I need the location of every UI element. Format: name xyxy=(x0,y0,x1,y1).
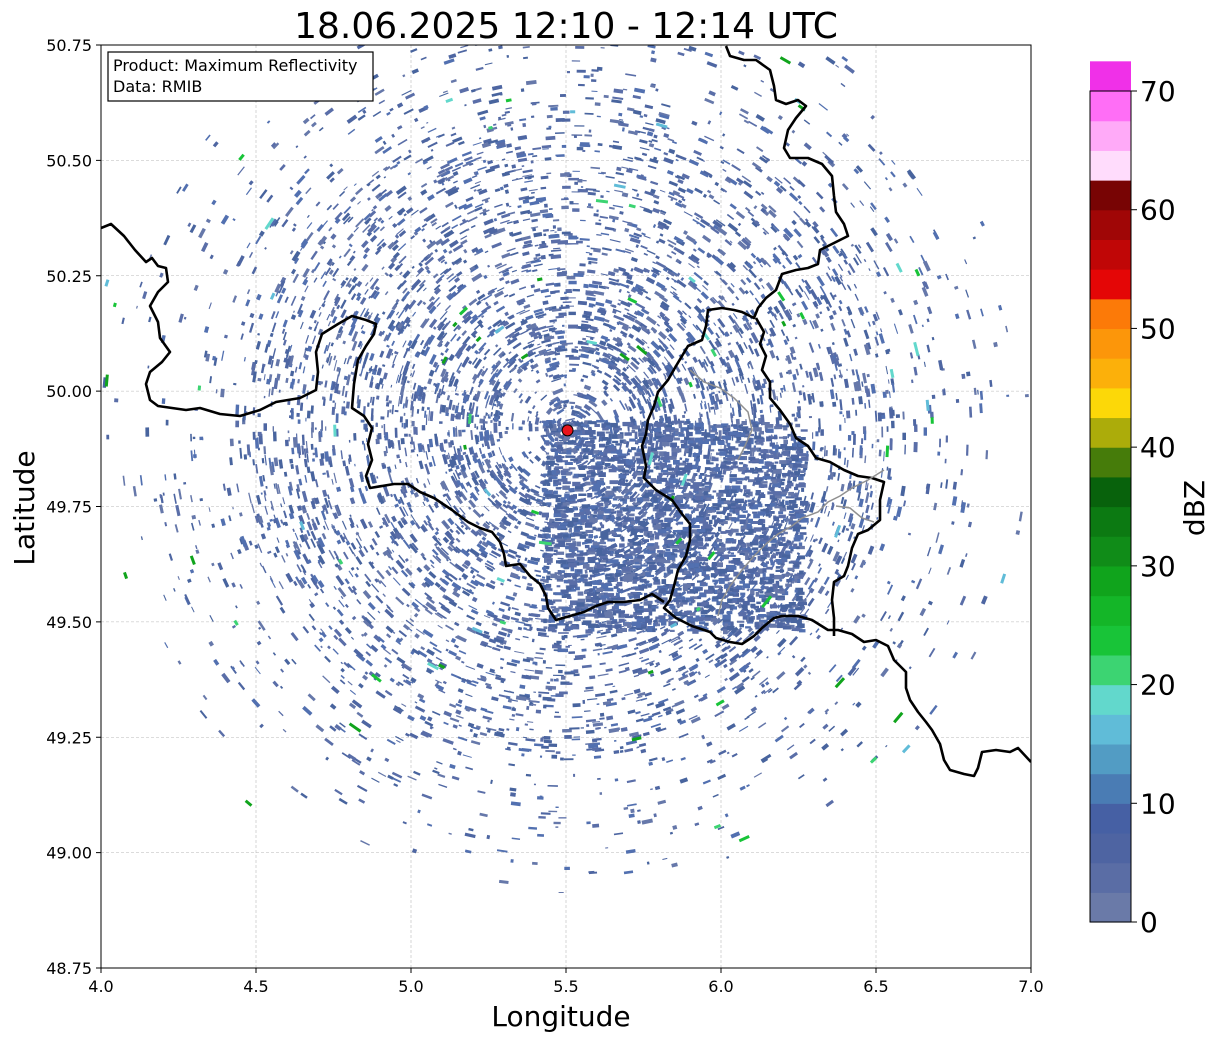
y-tick-label: 49.25 xyxy=(46,728,92,747)
colorbar-band xyxy=(1090,892,1131,923)
y-tick-label: 49.75 xyxy=(46,498,92,517)
border-belgium-luxembourg-germany xyxy=(640,45,1031,778)
colorbar-tick-label: 40 xyxy=(1140,431,1176,464)
colorbar-tick-label: 30 xyxy=(1140,550,1176,583)
x-tick-label: 5.0 xyxy=(398,977,423,996)
y-tick-label: 50.00 xyxy=(46,382,92,401)
country-borders xyxy=(101,45,1031,778)
colorbar-band xyxy=(1090,387,1131,419)
y-tick-label: 50.50 xyxy=(46,151,92,170)
colorbar-band xyxy=(1090,91,1131,122)
colorbar-band xyxy=(1090,862,1131,893)
map-title: 18.06.2025 12:10 - 12:14 UTC xyxy=(294,6,838,47)
border-france-belgium-west xyxy=(101,222,665,622)
colorbar-band xyxy=(1090,684,1131,715)
radar-site-dot[interactable] xyxy=(561,424,574,437)
x-tick-label: 6.5 xyxy=(863,977,888,996)
colorbar-band xyxy=(1090,714,1131,745)
x-axis-label: Longitude xyxy=(491,1000,630,1033)
river-moselle xyxy=(717,469,885,617)
echo-pixels xyxy=(102,45,1029,893)
colorbar-frame xyxy=(1089,90,1132,923)
y-tick-label: 49.00 xyxy=(46,844,92,863)
colorbar-band xyxy=(1090,832,1131,864)
y-axis-label: Latitude xyxy=(8,450,41,565)
colorbar-band xyxy=(1090,180,1131,211)
colorbar-tick-label: 70 xyxy=(1140,75,1176,108)
x-tick-label: 4.0 xyxy=(88,977,113,996)
colorbar-band xyxy=(1090,269,1131,300)
colorbar-band xyxy=(1090,447,1131,478)
colorbar-band xyxy=(1090,595,1131,626)
colorbar-tick-label: 0 xyxy=(1140,906,1158,939)
colorbar-band xyxy=(1090,328,1131,359)
colorbar-band xyxy=(1090,209,1131,240)
x-axis-ticks: 4.0 4.5 5.0 5.5 6.0 6.5 7.0 xyxy=(88,968,1044,996)
colorbar-tick-label: 10 xyxy=(1140,787,1176,820)
product-legend-box: Product: Maximum Reflectivity Data: RMIB xyxy=(107,51,374,102)
radar-echoes xyxy=(102,45,1029,893)
x-tick-label: 7.0 xyxy=(1018,977,1043,996)
legend-data-source: Data: RMIB xyxy=(113,77,202,96)
colorbar-label: dBZ xyxy=(1178,480,1211,536)
river-alzette xyxy=(689,369,753,461)
y-tick-label: 49.50 xyxy=(46,613,92,632)
y-tick-label: 50.75 xyxy=(46,36,92,55)
colorbar-band xyxy=(1090,239,1131,270)
x-tick-label: 6.0 xyxy=(708,977,733,996)
colorbar-band xyxy=(1090,61,1131,92)
y-tick-label: 48.75 xyxy=(46,959,92,978)
colorbar-band xyxy=(1090,120,1131,151)
colorbar: 0 10 20 30 40 50 60 70 dBZ xyxy=(1089,61,1211,939)
x-tick-label: 4.5 xyxy=(243,977,268,996)
rivers xyxy=(689,369,885,617)
colorbar-band xyxy=(1090,358,1131,389)
legend-product: Product: Maximum Reflectivity xyxy=(113,56,357,75)
colorbar-bands xyxy=(1090,61,1131,923)
colorbar-tick-label: 50 xyxy=(1140,312,1176,345)
legend-frame xyxy=(107,51,374,102)
colorbar-band xyxy=(1090,417,1131,448)
colorbar-band xyxy=(1090,536,1131,567)
colorbar-band xyxy=(1090,298,1131,330)
colorbar-band xyxy=(1090,506,1131,537)
colorbar-band xyxy=(1090,150,1131,181)
colorbar-band xyxy=(1090,625,1131,656)
map-plot-area: 4.0 4.5 5.0 5.5 6.0 6.5 7.0 50.7550.5050.2550.… xyxy=(46,36,1044,996)
colorbar-band xyxy=(1090,803,1131,834)
y-tick-label: 50.25 xyxy=(46,267,92,286)
colorbar-band xyxy=(1090,654,1131,686)
border-luxembourg xyxy=(754,317,886,636)
colorbar-band xyxy=(1090,743,1131,775)
x-tick-label: 5.5 xyxy=(553,977,578,996)
radar-site-marker[interactable] xyxy=(561,424,574,437)
colorbar-band xyxy=(1090,773,1131,804)
colorbar-ticks: 0 10 20 30 40 50 60 70 xyxy=(1131,75,1176,939)
colorbar-tick-label: 20 xyxy=(1140,669,1176,702)
colorbar-tick-label: 60 xyxy=(1140,194,1176,227)
y-axis-ticks: 50.75 50.50 50.25 50.00 49.75 49.50 49.25 49.00… xyxy=(46,36,101,978)
colorbar-band xyxy=(1090,476,1131,508)
river-sauer xyxy=(835,505,875,523)
colorbar-band xyxy=(1090,565,1131,597)
